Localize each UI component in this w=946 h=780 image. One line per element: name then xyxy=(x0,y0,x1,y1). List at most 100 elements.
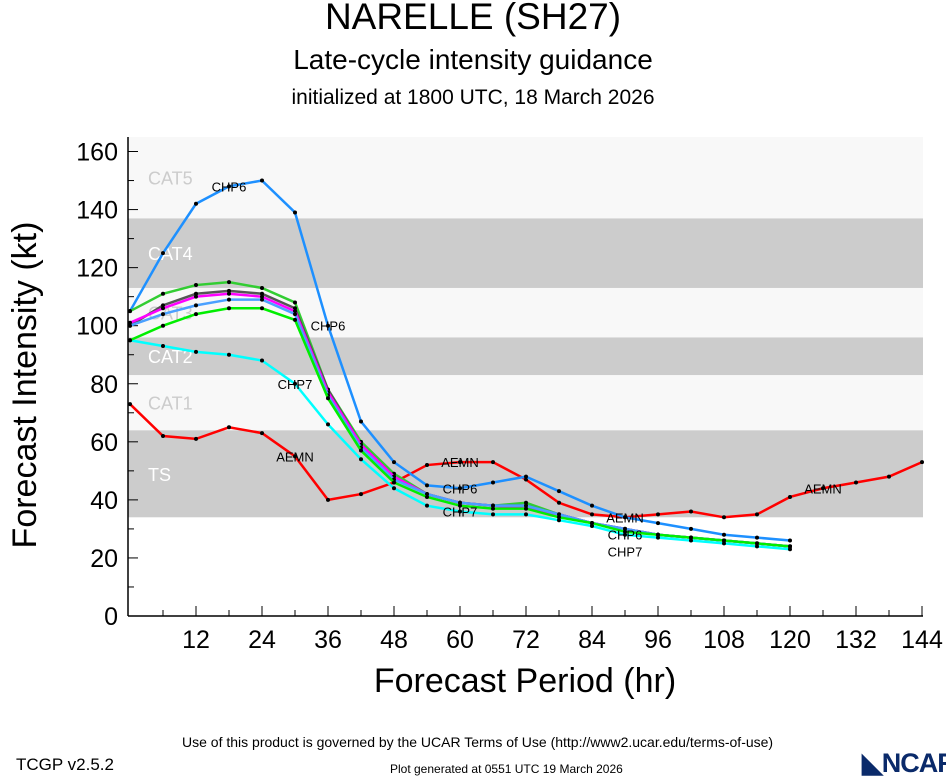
data-point xyxy=(656,535,660,540)
data-point xyxy=(722,538,726,543)
data-point xyxy=(293,306,297,311)
data-point xyxy=(590,503,594,508)
data-point xyxy=(920,460,924,465)
x-tick-label: 72 xyxy=(512,626,540,654)
data-point xyxy=(194,283,198,288)
data-point xyxy=(524,474,528,479)
data-point xyxy=(326,323,330,328)
data-point xyxy=(854,480,858,485)
x-tick-label: 24 xyxy=(248,626,276,654)
data-point xyxy=(722,515,726,520)
data-point xyxy=(821,486,825,491)
data-point xyxy=(227,288,231,293)
data-point xyxy=(557,489,561,494)
data-point xyxy=(623,526,627,531)
data-point xyxy=(161,291,165,296)
data-point xyxy=(161,434,165,439)
data-point xyxy=(524,477,528,482)
data-point xyxy=(392,486,396,491)
data-point xyxy=(557,515,561,520)
data-point xyxy=(689,509,693,514)
data-point xyxy=(260,297,264,302)
data-point xyxy=(260,291,264,296)
data-point xyxy=(788,538,792,543)
series-label: AEMN xyxy=(276,449,314,464)
data-point xyxy=(128,309,132,314)
y-tick-label: 0 xyxy=(104,603,118,631)
data-point xyxy=(161,344,165,349)
data-point xyxy=(458,460,462,465)
x-tick-label: 84 xyxy=(578,626,606,654)
data-point xyxy=(590,524,594,529)
data-point xyxy=(128,323,132,328)
data-point xyxy=(458,486,462,491)
data-point xyxy=(425,494,429,499)
data-point xyxy=(491,512,495,517)
data-point xyxy=(656,521,660,526)
data-point xyxy=(194,291,198,296)
data-point xyxy=(194,294,198,299)
data-point xyxy=(392,460,396,465)
data-point xyxy=(524,506,528,511)
x-tick-label: 36 xyxy=(314,626,342,654)
data-point xyxy=(557,518,561,523)
data-point xyxy=(491,460,495,465)
data-point xyxy=(491,506,495,511)
series-label: CHP6 xyxy=(311,319,346,334)
data-point xyxy=(524,500,528,505)
data-point xyxy=(128,320,132,325)
version-text: TCGP v2.5.2 xyxy=(16,755,114,774)
data-point xyxy=(392,480,396,485)
data-point xyxy=(260,306,264,311)
data-point xyxy=(524,503,528,508)
band-label: CAT5 xyxy=(148,169,193,189)
data-point xyxy=(161,306,165,311)
series-label: AEMN xyxy=(606,510,644,525)
band-cat2 xyxy=(128,337,923,376)
data-point xyxy=(425,463,429,468)
data-point xyxy=(293,381,297,386)
data-point xyxy=(161,323,165,328)
data-point xyxy=(788,494,792,499)
data-point xyxy=(425,483,429,488)
data-point xyxy=(293,210,297,215)
data-point xyxy=(623,529,627,534)
x-tick-label: 48 xyxy=(380,626,408,654)
x-tick-label: 96 xyxy=(644,626,672,654)
series-label: AEMN xyxy=(804,481,842,496)
data-point xyxy=(194,349,198,354)
series-label: CHP7 xyxy=(443,504,478,519)
band-cat1 xyxy=(128,375,923,431)
data-point xyxy=(656,532,660,537)
y-tick-label: 80 xyxy=(90,371,118,399)
data-point xyxy=(161,251,165,256)
data-point xyxy=(689,526,693,531)
x-axis-label: Forecast Period (hr) xyxy=(374,662,676,700)
series-label: AEMN xyxy=(441,455,479,470)
data-point xyxy=(161,312,165,317)
data-point xyxy=(260,358,264,363)
data-point xyxy=(227,280,231,285)
data-point xyxy=(359,419,363,424)
data-point xyxy=(590,512,594,517)
y-tick-label: 160 xyxy=(76,139,118,167)
chart-subtitle: Late-cycle intensity guidance xyxy=(293,44,653,75)
data-point xyxy=(491,503,495,508)
ncar-logo: ◣NCAR xyxy=(862,748,946,778)
y-tick-label: 100 xyxy=(76,313,118,341)
data-point xyxy=(326,422,330,427)
band-label: CAT2 xyxy=(148,347,193,367)
data-point xyxy=(359,448,363,453)
data-point xyxy=(293,309,297,314)
data-point xyxy=(293,317,297,322)
data-point xyxy=(590,521,594,526)
data-point xyxy=(194,303,198,308)
y-tick-label: 20 xyxy=(90,545,118,573)
data-point xyxy=(425,503,429,508)
data-point xyxy=(326,497,330,502)
y-tick-label: 120 xyxy=(76,255,118,283)
data-point xyxy=(194,201,198,206)
series-label: CHP7 xyxy=(278,377,313,392)
